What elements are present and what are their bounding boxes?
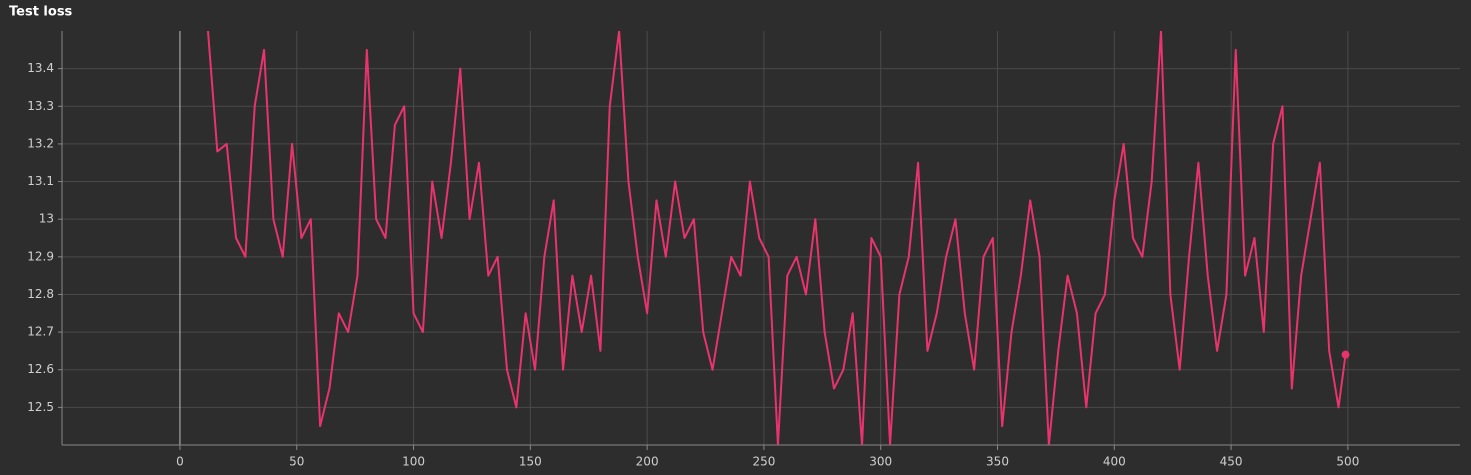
- x-tick-label: 450: [1220, 455, 1243, 469]
- last-point: [1341, 350, 1350, 359]
- x-tick-label: 400: [1103, 455, 1126, 469]
- x-tick-label: 100: [402, 455, 425, 469]
- x-tick-label: 150: [519, 455, 542, 469]
- x-tick-label: 350: [986, 455, 1009, 469]
- y-tick-label: 13.4: [27, 61, 54, 75]
- x-tick-label: 250: [752, 455, 775, 469]
- y-tick-label: 13: [39, 212, 54, 226]
- x-tick-label: 0: [176, 455, 184, 469]
- y-tick-label: 13.1: [27, 174, 54, 188]
- x-tick-label: 300: [869, 455, 892, 469]
- series-line: [206, 31, 1347, 445]
- y-tick-label: 12.6: [27, 362, 54, 376]
- chart-title: Test loss: [9, 5, 73, 20]
- y-tick-label: 12.7: [27, 325, 54, 339]
- y-tick-label: 12.5: [27, 400, 54, 414]
- y-tick-label: 12.9: [27, 249, 54, 263]
- x-tick-label: 50: [289, 455, 304, 469]
- y-tick-label: 13.2: [27, 136, 54, 150]
- x-tick-label: 500: [1336, 455, 1359, 469]
- x-tick-label: 200: [636, 455, 659, 469]
- y-tick-label: 12.8: [27, 287, 54, 301]
- y-tick-label: 13.3: [27, 99, 54, 113]
- plot-area: [206, 31, 1347, 445]
